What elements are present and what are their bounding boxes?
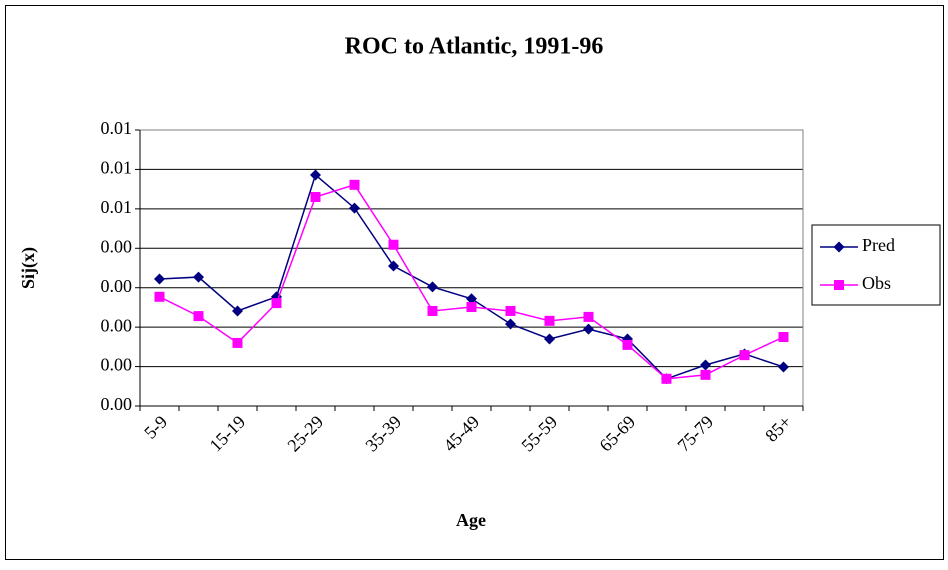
marker [466, 293, 477, 305]
chart-title: ROC to Atlantic, 1991-96 [345, 34, 604, 60]
marker [700, 359, 711, 371]
y-tick-label: 0.01 [101, 197, 133, 217]
x-axis-label: Age [456, 510, 486, 530]
y-tick-label: 0.00 [101, 394, 133, 414]
marker [193, 271, 204, 283]
marker [154, 291, 165, 302]
marker [232, 305, 243, 317]
legend-box [811, 224, 941, 306]
marker [700, 369, 711, 380]
y-axis-label: Sij(x) [18, 247, 39, 289]
marker [271, 298, 282, 309]
marker [778, 332, 789, 342]
legend-label: Obs [862, 273, 891, 293]
marker [778, 361, 789, 373]
marker [661, 373, 672, 384]
marker [833, 241, 845, 253]
y-tick-label: 0.00 [101, 276, 133, 296]
marker [427, 281, 438, 293]
marker [193, 311, 204, 322]
chart-border [5, 5, 944, 560]
marker [349, 202, 360, 214]
legend-label: Pred [862, 235, 895, 255]
y-tick-label: 0.01 [101, 158, 133, 178]
marker [583, 323, 594, 335]
marker [466, 302, 477, 313]
marker [834, 280, 844, 290]
marker [739, 350, 750, 361]
marker [310, 169, 321, 181]
y-tick-label: 0.00 [101, 236, 133, 256]
marker [544, 333, 555, 345]
marker [349, 179, 360, 190]
y-tick-label: 0.01 [101, 118, 133, 138]
marker [388, 239, 399, 250]
marker [544, 315, 555, 326]
marker [505, 305, 516, 316]
marker [427, 305, 438, 316]
marker [310, 192, 321, 203]
marker [583, 311, 594, 322]
marker [154, 273, 165, 285]
y-tick-label: 0.00 [101, 315, 133, 335]
marker [505, 318, 516, 330]
marker [622, 339, 633, 350]
y-tick-label: 0.00 [101, 355, 133, 375]
marker [232, 337, 243, 348]
marker [388, 260, 399, 272]
